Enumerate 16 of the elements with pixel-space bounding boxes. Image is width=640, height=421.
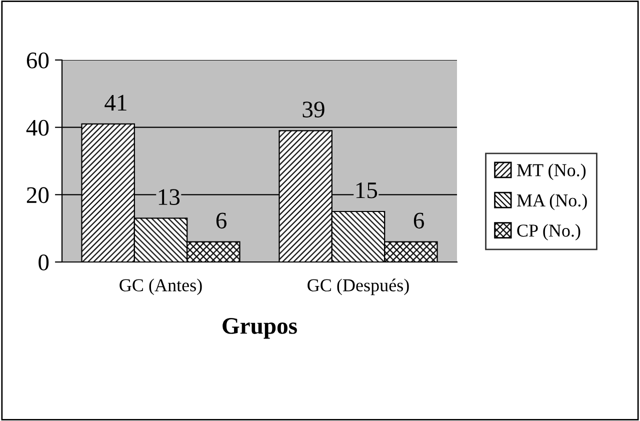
legend-label: MT (No.)	[516, 164, 586, 180]
x-axis-title: Grupos	[222, 318, 297, 339]
x-tick-label: GC (Antes)	[120, 278, 202, 296]
data-label: 15	[356, 182, 378, 198]
data-label: 6	[216, 212, 227, 229]
data-label: 39	[302, 102, 324, 118]
data-label: 6	[414, 212, 424, 229]
data-label: 13	[158, 189, 180, 206]
y-tick-label: 0	[38, 254, 49, 270]
data-label: 41	[104, 94, 126, 111]
x-tick-label: GC (Después)	[308, 278, 409, 296]
legend-label: CP (No.)	[517, 224, 580, 240]
y-tick-label: 40	[26, 120, 49, 136]
y-tick-label: 60	[26, 52, 49, 68]
legend-label: MA (No.)	[516, 194, 587, 210]
y-tick-label: 20	[26, 187, 49, 204]
